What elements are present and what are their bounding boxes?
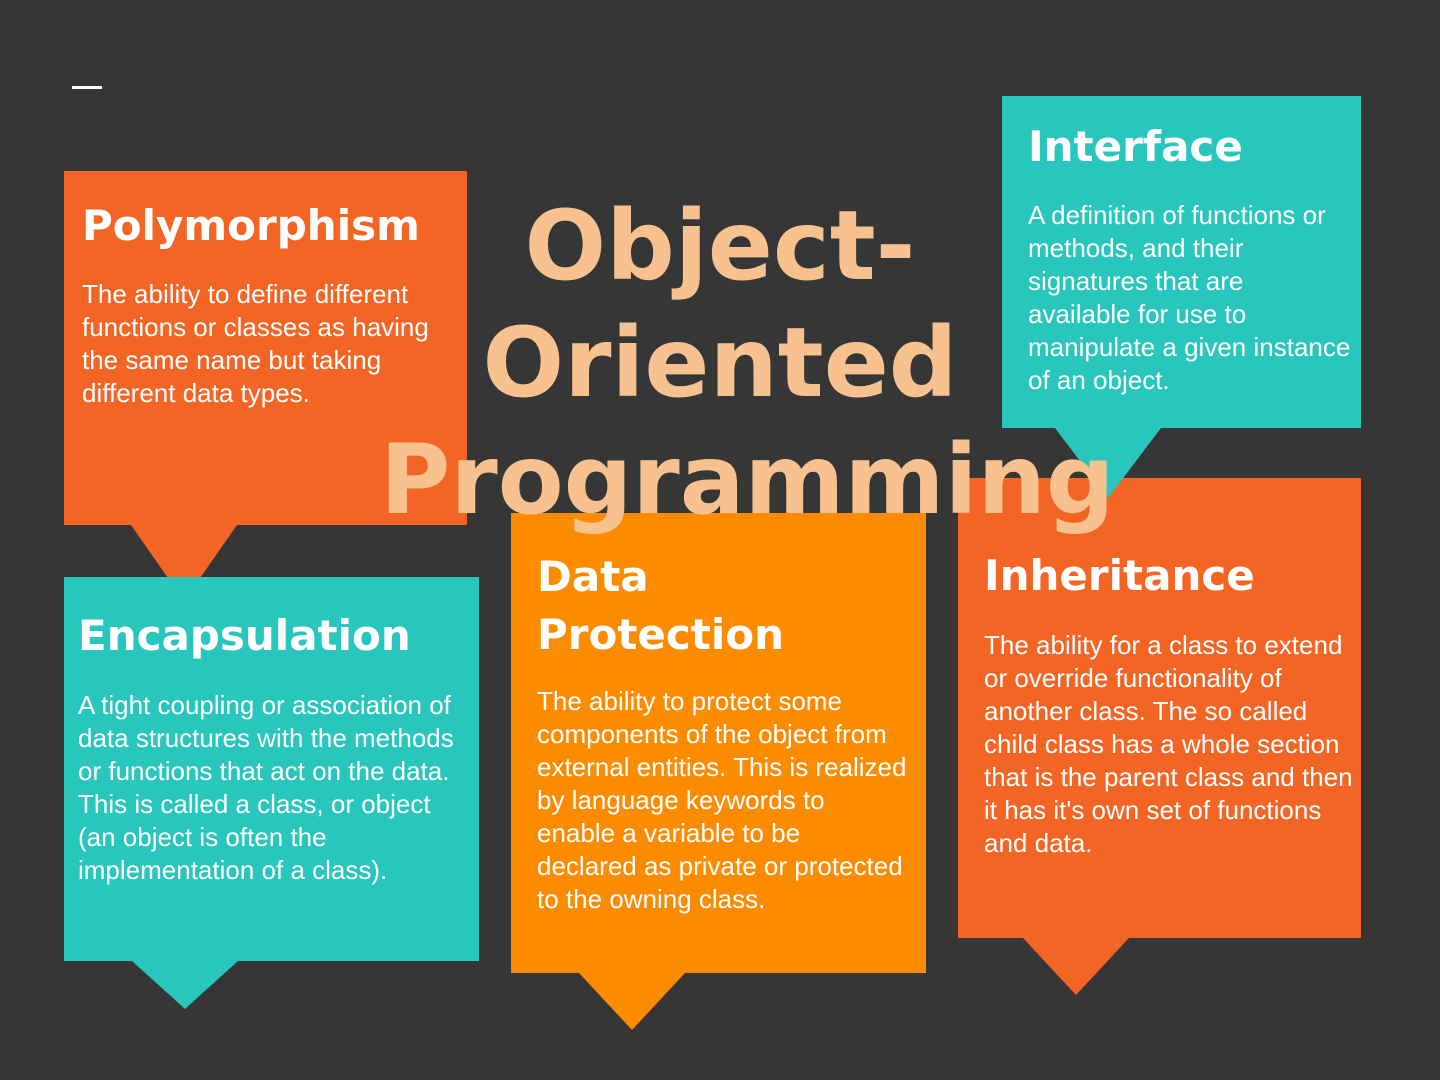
card-inheritance-body: The ability for a class to extend or ove… bbox=[984, 630, 1353, 858]
slide-title-line3: Programming bbox=[380, 424, 1115, 536]
card-polymorphism-body: The ability to define different function… bbox=[82, 279, 429, 408]
card-data-protection-pointer bbox=[579, 973, 685, 1030]
slide-dash-decoration bbox=[72, 86, 102, 89]
card-encapsulation: Encapsulation A tight coupling or associ… bbox=[64, 577, 479, 961]
card-inheritance-pointer bbox=[1023, 938, 1129, 995]
card-encapsulation-body: A tight coupling or association of data … bbox=[78, 690, 454, 885]
card-interface-heading: Interface bbox=[1028, 122, 1243, 171]
slide-title: Object- Oriented Programming bbox=[380, 188, 1115, 539]
card-polymorphism: Polymorphism The ability to define diffe… bbox=[64, 171, 467, 525]
card-data-protection-body: The ability to protect some components o… bbox=[537, 686, 907, 914]
card-inheritance-heading: Inheritance bbox=[984, 551, 1255, 600]
card-data-protection-heading-line2: Protection bbox=[537, 610, 785, 659]
card-data-protection: Data Protection The ability to protect s… bbox=[511, 513, 926, 973]
card-data-protection-heading: Data Protection bbox=[537, 548, 907, 664]
card-encapsulation-heading: Encapsulation bbox=[78, 611, 411, 660]
card-encapsulation-pointer bbox=[132, 961, 238, 1009]
slide-title-line2: Oriented bbox=[482, 307, 958, 419]
card-inheritance: Inheritance The ability for a class to e… bbox=[958, 478, 1361, 938]
card-polymorphism-heading: Polymorphism bbox=[82, 201, 420, 250]
card-data-protection-heading-line1: Data bbox=[537, 552, 649, 601]
card-interface-pointer bbox=[1055, 428, 1161, 498]
slide-title-line1: Object- bbox=[524, 190, 916, 302]
card-interface: Interface A definition of functions or m… bbox=[1002, 96, 1361, 428]
card-interface-body: A definition of functions or methods, an… bbox=[1028, 200, 1351, 395]
